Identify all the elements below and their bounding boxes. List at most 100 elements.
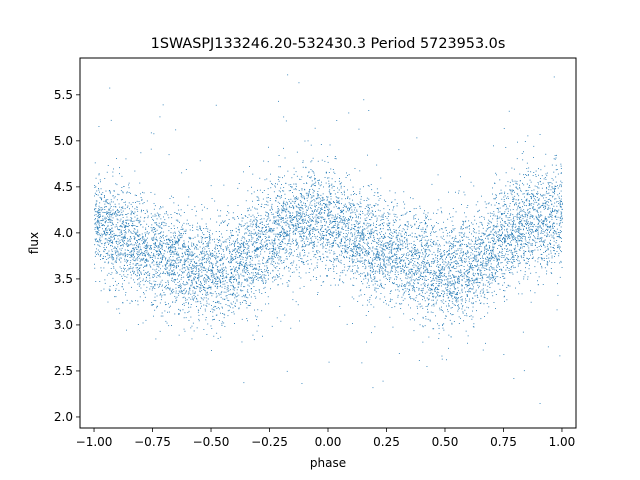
data-point xyxy=(243,251,245,253)
data-point xyxy=(144,245,146,247)
data-point xyxy=(290,202,291,204)
data-point xyxy=(261,246,263,248)
data-point xyxy=(363,223,365,225)
data-point xyxy=(550,200,552,202)
data-point xyxy=(136,248,137,250)
data-point xyxy=(313,199,315,201)
data-point xyxy=(228,261,229,263)
data-point xyxy=(171,253,173,255)
data-point xyxy=(197,277,199,278)
data-point xyxy=(558,203,560,204)
data-point xyxy=(366,197,368,199)
data-point xyxy=(523,255,525,257)
data-point xyxy=(501,253,503,254)
data-point xyxy=(413,252,415,253)
data-point xyxy=(295,224,297,226)
data-point xyxy=(436,289,438,290)
data-point xyxy=(508,222,510,224)
data-point xyxy=(210,286,212,288)
data-point xyxy=(370,230,372,232)
data-point xyxy=(191,338,193,340)
data-point xyxy=(216,308,218,309)
data-point xyxy=(448,300,450,301)
data-point xyxy=(275,267,277,269)
data-point xyxy=(373,254,374,256)
data-point xyxy=(131,225,132,226)
data-point xyxy=(466,280,468,282)
data-point xyxy=(130,260,132,262)
data-point xyxy=(430,244,432,246)
data-point xyxy=(190,284,192,286)
data-point xyxy=(383,301,385,303)
data-point xyxy=(277,236,278,238)
data-point xyxy=(346,270,348,272)
data-point xyxy=(179,280,180,282)
data-point xyxy=(422,276,424,277)
data-point xyxy=(184,288,186,289)
data-point xyxy=(279,202,281,204)
data-point xyxy=(170,305,171,307)
data-point xyxy=(140,272,142,274)
data-point xyxy=(419,268,421,270)
data-point xyxy=(467,273,469,275)
data-point xyxy=(193,261,195,262)
data-point xyxy=(116,241,118,243)
data-point xyxy=(256,319,257,320)
data-point xyxy=(181,252,183,254)
data-point xyxy=(550,272,552,274)
data-point xyxy=(437,275,439,277)
data-point xyxy=(511,234,513,236)
data-point xyxy=(515,251,517,253)
data-point xyxy=(181,271,183,272)
data-point xyxy=(385,216,387,217)
data-point xyxy=(489,247,490,248)
data-point xyxy=(442,276,444,277)
data-point xyxy=(237,282,239,284)
data-point xyxy=(333,251,335,253)
data-point xyxy=(519,222,521,224)
data-point xyxy=(133,249,135,250)
data-point xyxy=(261,275,262,277)
data-point xyxy=(97,212,99,214)
data-point xyxy=(161,312,163,314)
data-point xyxy=(116,271,118,273)
data-point xyxy=(204,248,206,250)
data-point xyxy=(448,254,450,256)
data-point xyxy=(442,269,444,271)
data-point xyxy=(376,224,377,225)
data-point xyxy=(266,178,268,180)
data-point xyxy=(117,251,119,253)
data-point xyxy=(444,318,446,319)
data-point xyxy=(250,209,252,211)
data-point xyxy=(559,200,561,202)
data-point xyxy=(472,250,473,251)
data-point xyxy=(286,220,288,222)
data-point xyxy=(365,277,367,279)
data-point xyxy=(429,263,430,265)
data-point xyxy=(242,244,244,246)
data-point xyxy=(329,202,331,204)
data-point xyxy=(542,257,544,259)
data-point xyxy=(226,230,228,231)
data-point xyxy=(97,215,99,216)
data-point xyxy=(423,257,425,259)
data-point xyxy=(484,270,486,271)
data-point xyxy=(504,290,506,292)
data-point xyxy=(394,254,396,255)
data-point xyxy=(118,258,120,260)
data-point xyxy=(107,224,109,226)
data-point xyxy=(499,251,500,253)
data-point xyxy=(380,177,382,179)
data-point xyxy=(374,283,376,285)
data-point xyxy=(543,206,545,208)
data-point xyxy=(198,276,200,278)
data-point xyxy=(202,287,204,289)
data-point xyxy=(368,110,370,111)
data-point xyxy=(328,209,329,211)
data-point xyxy=(95,186,97,188)
data-point xyxy=(320,257,322,259)
data-point xyxy=(437,255,439,256)
data-point xyxy=(211,282,212,283)
data-point xyxy=(122,222,124,224)
data-point xyxy=(449,291,451,293)
